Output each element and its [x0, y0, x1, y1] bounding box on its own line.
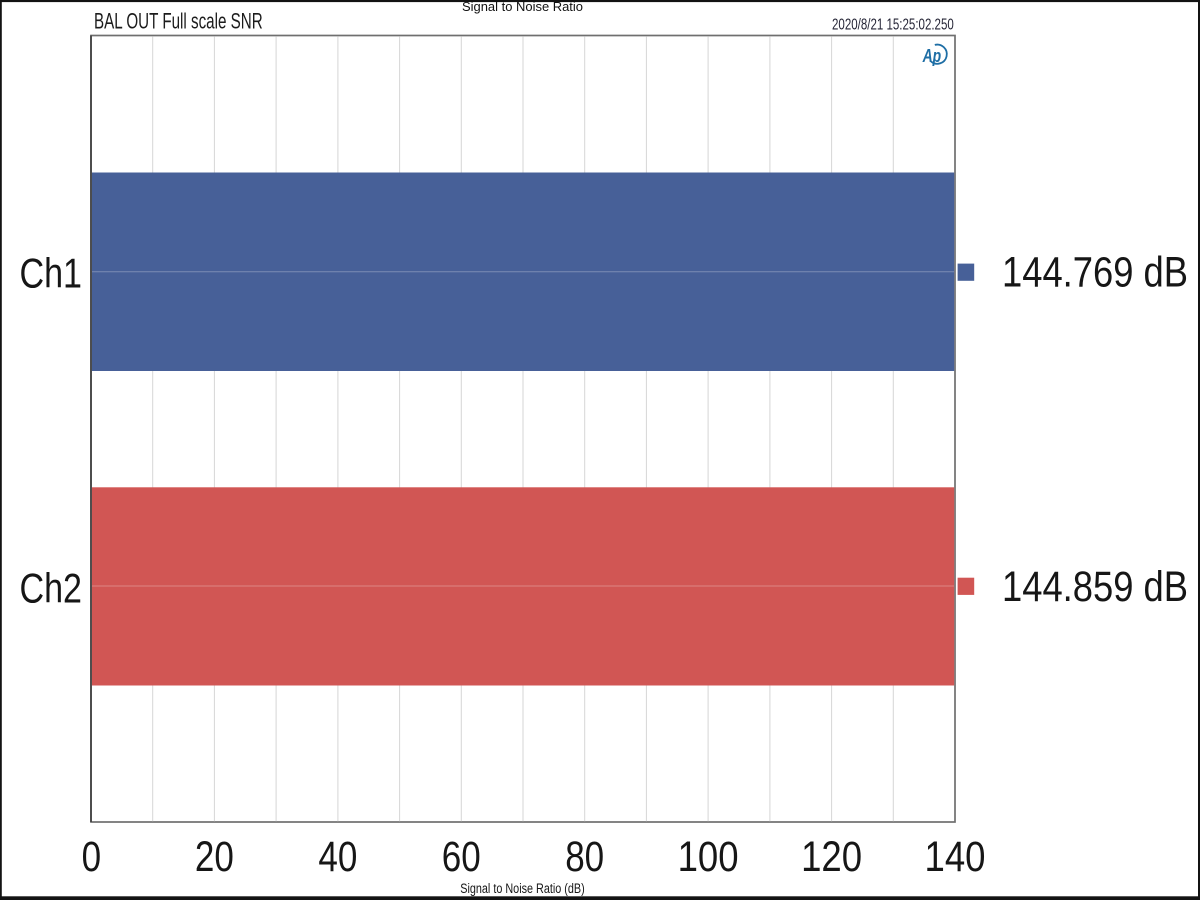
- svg-text:BAL OUT Full scale SNR: BAL OUT Full scale SNR: [94, 8, 263, 33]
- svg-text:Ch2: Ch2: [20, 565, 83, 612]
- svg-text:Signal to Noise Ratio (dB): Signal to Noise Ratio (dB): [460, 881, 585, 896]
- svg-text:80: 80: [565, 833, 604, 881]
- svg-text:0: 0: [82, 833, 102, 881]
- svg-text:2020/8/21 15:25:02.250: 2020/8/21 15:25:02.250: [832, 17, 954, 34]
- svg-text:140: 140: [925, 833, 986, 881]
- svg-text:40: 40: [318, 833, 357, 881]
- svg-text:120: 120: [801, 833, 862, 881]
- svg-text:144.859 dB: 144.859 dB: [1002, 563, 1188, 611]
- svg-text:60: 60: [442, 833, 481, 881]
- svg-text:144.769 dB: 144.769 dB: [1002, 249, 1188, 297]
- svg-text:Ch1: Ch1: [20, 250, 83, 297]
- svg-text:Signal to Noise Ratio: Signal to Noise Ratio: [462, 0, 583, 14]
- svg-text:100: 100: [678, 833, 739, 881]
- svg-text:20: 20: [195, 833, 234, 881]
- svg-text:Ap: Ap: [922, 45, 941, 66]
